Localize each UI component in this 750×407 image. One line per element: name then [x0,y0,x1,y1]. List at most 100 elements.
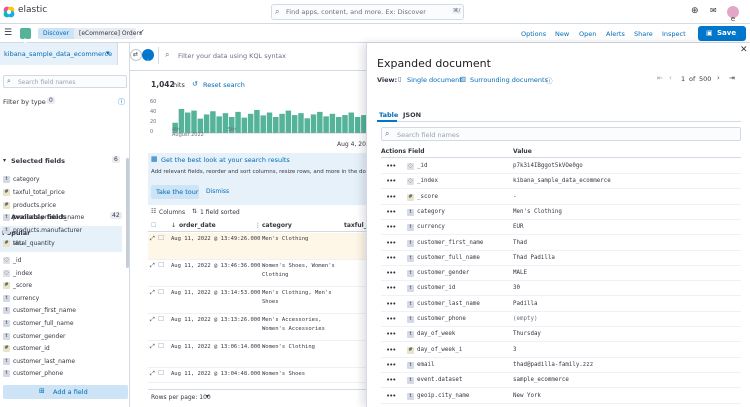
reset-search-link[interactable]: Reset search [203,81,245,89]
available-field-item[interactable]: t customer_gender [0,331,122,344]
surrounding-documents-link[interactable]: Surrounding documents [470,76,548,84]
row-actions-icon[interactable]: ••• [386,223,396,232]
row-checkbox[interactable]: ☐ [158,288,165,296]
histogram-bar[interactable] [178,109,185,133]
row-actions-icon[interactable]: ••• [386,315,396,323]
save-button[interactable]: ▣ Save [698,26,746,41]
info-icon[interactable]: ⓘ [546,77,553,85]
sorted-button[interactable]: 1 field sorted [200,209,240,216]
field-search-input[interactable]: ⌕ Search field names [3,75,127,88]
table-row[interactable]: ⤢ ☐ Aug 11, 2022 @ 13:46:36.000 Women's Sho… [148,260,367,287]
row-checkbox[interactable]: ☐ [158,315,165,323]
available-field-item[interactable]: t customer_full_name [0,318,122,331]
histogram-bar[interactable] [279,113,285,133]
histogram-bar[interactable] [191,110,197,133]
notifications-icon[interactable]: ✉ [710,6,717,15]
histogram-bar[interactable] [335,117,342,133]
next-page-icon[interactable]: › [717,74,720,82]
row-actions-icon[interactable]: ••• [386,360,396,369]
row-actions-icon[interactable]: ••• [386,162,396,170]
tab-table[interactable]: Table [377,109,398,122]
expand-row-icon[interactable]: ⤢ [150,316,155,323]
row-actions-icon[interactable]: ••• [386,299,396,308]
info-icon[interactable]: ⓘ [118,98,125,106]
histogram-bar[interactable] [348,112,355,133]
available-field-item[interactable]: t currency [0,293,122,306]
close-icon[interactable]: ✕ [740,45,748,55]
row-actions-icon[interactable]: ••• [386,238,396,247]
help-icon[interactable]: ⊕ [691,6,699,16]
first-page-icon[interactable]: ⇤ [657,74,663,82]
selected-fields-header[interactable]: ▾ Selected fields 6 [0,155,125,167]
filter-by-type[interactable]: Filter by type 0 [3,97,63,107]
available-field-item[interactable]: ◌ _index [0,268,122,281]
histogram-bar[interactable] [247,113,254,133]
table-row[interactable]: ⤢ ☐ Aug 11, 2022 @ 13:04:48.000 Women's Sho… [148,368,367,383]
selected-field-item[interactable]: t products.product_name [0,212,122,225]
histogram-bar[interactable] [310,114,317,133]
selected-field-item[interactable]: # products.price [0,200,122,213]
histogram-bar[interactable] [216,116,222,133]
row-checkbox[interactable]: ☐ [158,234,165,242]
histogram-bar[interactable] [285,110,292,133]
col-header-price[interactable]: taxful_to [344,222,367,229]
available-field-item[interactable]: # _score [0,280,122,293]
doc-field-search-input[interactable]: ⌕ Search field names [381,127,741,141]
row-actions-icon[interactable]: ••• [386,253,396,262]
table-row[interactable]: ⤢ ☐ Aug 11, 2022 @ 13:14:53.000 Men's Cloth… [148,287,367,314]
row-checkbox[interactable]: ☐ [158,261,165,269]
global-search[interactable]: ⌕ Find apps, content, and more. Ex: Disc… [271,4,464,20]
row-actions-icon[interactable]: ••• [386,207,396,216]
columns-button[interactable]: Columns [159,209,186,216]
histogram-bar[interactable] [197,118,204,133]
alerts-link[interactable]: Alerts [606,30,625,38]
histogram-bar[interactable] [342,115,348,133]
menu-icon[interactable]: ☰ [4,28,13,38]
inspect-link[interactable]: Inspect [662,30,686,38]
selected-field-item[interactable]: t category [0,174,122,187]
dataview-picker[interactable]: kibana_sample_data_ecommerce ▾ [0,43,118,65]
histogram-bar[interactable] [229,117,235,133]
elastic-logo[interactable]: elastic [3,5,63,19]
histogram-bar[interactable] [273,117,279,133]
histogram-bar[interactable] [241,117,248,133]
last-page-icon[interactable]: ⇥ [729,74,735,82]
histogram-bar[interactable] [298,113,304,133]
expand-row-icon[interactable]: ⤢ [150,343,155,350]
col-header-date[interactable]: order_date [179,222,216,229]
expand-row-icon[interactable]: ⤢ [150,235,155,242]
available-field-item[interactable]: t customer_last_name [0,356,122,369]
page-current[interactable]: 1 [681,75,686,83]
histogram-bar[interactable] [172,122,178,133]
options-link[interactable]: Options [521,30,547,38]
take-tour-button[interactable]: Take the tour [151,185,199,199]
expand-row-icon[interactable]: ⤢ [150,262,155,269]
row-actions-icon[interactable]: ••• [386,284,396,293]
kql-query-input[interactable]: ⌕ Filter your data using KQL syntax [158,47,367,64]
table-row[interactable]: ⤢ ☐ Aug 11, 2022 @ 13:13:26.000 Men's Acces… [148,314,367,341]
histogram-bar[interactable] [361,115,367,133]
histogram-bar[interactable] [184,112,191,133]
available-field-item[interactable]: t customer_first_name [0,305,122,318]
space-avatar[interactable]: D [20,28,31,45]
histogram-bar[interactable] [203,114,210,133]
user-avatar[interactable]: e [727,6,739,23]
rows-per-page[interactable]: Rows per page: 100 [151,394,211,401]
table-row[interactable]: ⤢ ☐ Aug 11, 2022 @ 13:49:26.000 Men's Cloth… [148,233,367,260]
available-field-item[interactable]: # customer_id [0,343,122,356]
prev-page-icon[interactable]: ‹ [669,74,672,82]
row-actions-icon[interactable]: ••• [386,177,396,186]
sidebar-scrollbar[interactable] [126,158,129,268]
share-link[interactable]: Share [634,30,653,38]
histogram-bar[interactable] [317,111,323,133]
histogram-bar[interactable] [304,118,310,133]
dismiss-link[interactable]: Dismiss [206,188,230,195]
histogram-bar[interactable] [291,115,298,133]
histogram-bar[interactable] [266,112,273,133]
row-actions-icon[interactable]: ••• [386,376,396,385]
histogram-bar[interactable] [329,113,336,133]
add-filter-button[interactable]: + [142,49,154,66]
open-link[interactable]: Open [579,30,597,38]
new-link[interactable]: New [555,30,570,38]
row-actions-icon[interactable]: ••• [386,330,396,339]
